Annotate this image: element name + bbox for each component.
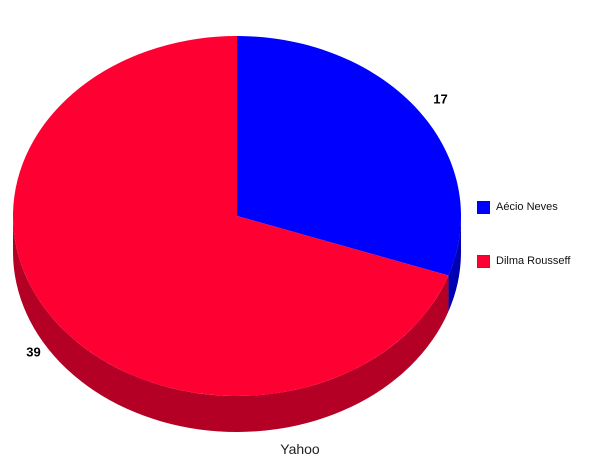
data-label-aecio-neves: 17	[433, 91, 447, 106]
legend-label-dilma-rousseff: Dilma Rousseff	[496, 255, 571, 267]
legend-label-aecio-neves: Aécio Neves	[496, 201, 558, 213]
pie-slice-dilma-rousseff	[13, 36, 449, 396]
legend: Aécio Neves Dilma Rousseff	[477, 198, 595, 306]
data-label-dilma-rousseff: 39	[26, 344, 40, 359]
legend-swatch-dilma-rousseff	[477, 254, 490, 268]
legend-item-dilma-rousseff: Dilma Rousseff	[477, 252, 595, 270]
pie-side-dilma-rousseff	[13, 216, 449, 433]
pie-side-aecio-neves	[448, 216, 461, 312]
legend-item-aecio-neves: Aécio Neves	[477, 198, 595, 216]
chart-caption: Yahoo	[280, 441, 320, 457]
legend-swatch-aecio-neves	[477, 200, 490, 214]
pie-slice-aecio-neves	[237, 36, 461, 276]
